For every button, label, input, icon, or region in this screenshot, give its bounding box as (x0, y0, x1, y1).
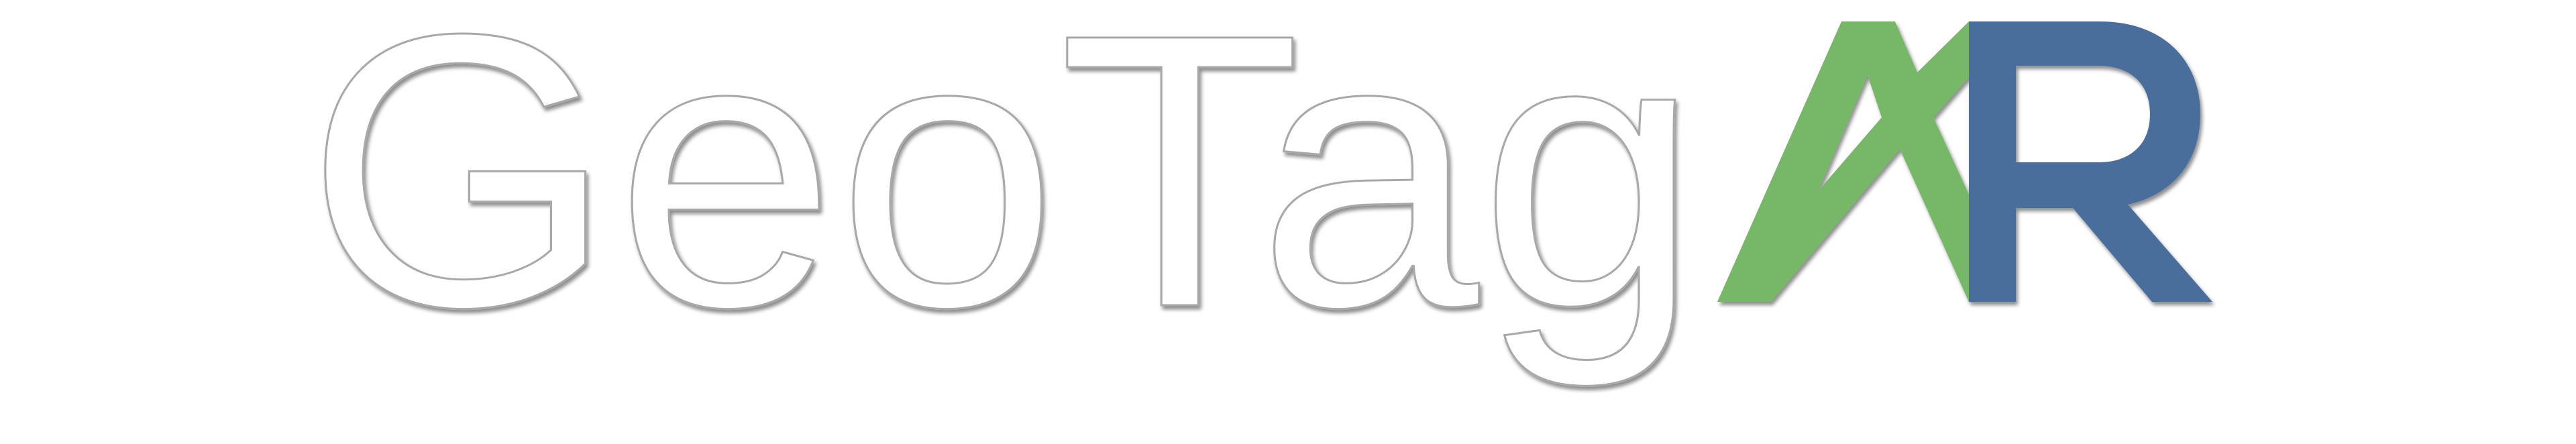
letter-r-mark (1969, 21, 2212, 302)
letter-a-shape (1717, 21, 1969, 302)
letter-a-mark (1717, 21, 1969, 302)
wordmark-geotag: GeoTag (305, 0, 1701, 390)
wordmark-ar (1717, 21, 2212, 302)
letter-r-shape (1969, 21, 2212, 302)
